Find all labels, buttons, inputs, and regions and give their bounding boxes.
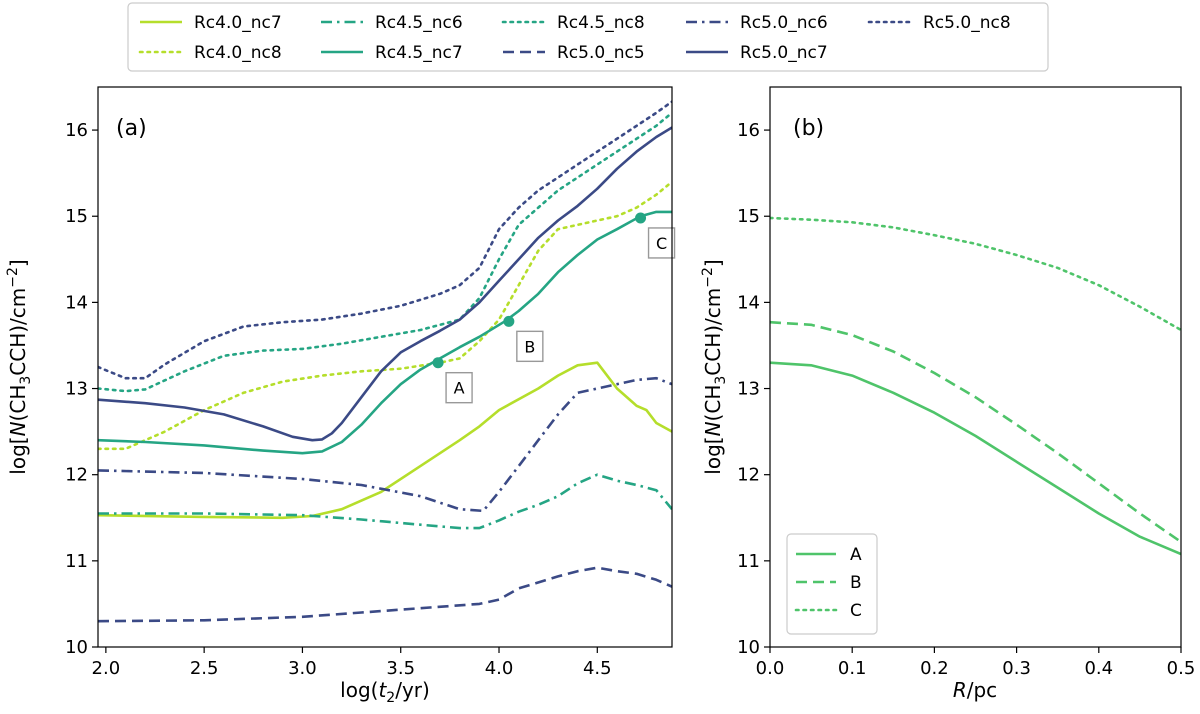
legend-label-rc5-0-nc8: Rc5.0_nc8 xyxy=(923,13,1011,33)
series-line-rc4-0-nc8 xyxy=(98,180,672,451)
point-label-c: C xyxy=(656,234,667,253)
legend-label-rc4-0-nc8: Rc4.0_nc8 xyxy=(194,43,282,63)
panel-b-ytick-label: 11 xyxy=(737,551,760,572)
series-line-rc5-0-nc6 xyxy=(98,376,672,513)
panel-a-xtick-label: 2.0 xyxy=(92,658,121,679)
panel-a: A B C 2.0 2.5 3.0 3.5 4.0 4.5 10 11 12 13 14 15 16 (a)… xyxy=(5,86,676,706)
panel-b-ytick-label: 13 xyxy=(737,379,760,400)
panel-a-ytick-label: 14 xyxy=(65,292,88,313)
panel-a-ytick-label: 13 xyxy=(65,379,88,400)
panel-a-label: (a) xyxy=(116,116,147,141)
series-line-rc5-0-nc7 xyxy=(98,126,672,442)
point-label-box-a xyxy=(445,371,473,404)
series-line-rc4-0-nc7 xyxy=(98,361,672,520)
point-marker-a xyxy=(432,357,444,369)
series-line-a xyxy=(770,361,1181,556)
legend-label-rc5-0-nc7: Rc5.0_nc7 xyxy=(740,43,828,63)
panel-b-xtick-label: 0.5 xyxy=(1167,658,1196,679)
legend-label-rc4-0-nc7: Rc4.0_nc7 xyxy=(194,13,282,33)
panel-a-ytick-label: 15 xyxy=(65,206,88,227)
series-line-b xyxy=(770,320,1181,543)
panel-b-legend-frame xyxy=(786,533,878,635)
legend-label-rc5-0-nc5: Rc5.0_nc5 xyxy=(557,43,645,63)
panel-a-ylabel: log[N(CH3CCH)/cm−2] xyxy=(5,259,34,474)
point-label-a: A xyxy=(454,379,465,398)
panel-b-xtick-label: 0.4 xyxy=(1084,658,1113,679)
panel-a-xlabel: log(t2/yr) xyxy=(340,678,430,706)
panel-b-frame xyxy=(769,86,1182,648)
panel-b-ytick-label: 14 xyxy=(737,292,760,313)
panel-b-ylabel: log[N(CH3CCH)/cm−2] xyxy=(700,259,729,474)
point-marker-b xyxy=(503,315,515,327)
panel-b-legend: ABC xyxy=(786,533,878,635)
top-legend-frame xyxy=(127,2,1049,72)
panel-b-legend-label-b: B xyxy=(850,573,862,593)
point-label-box-c xyxy=(647,227,676,259)
legend-label-rc4-5-nc8: Rc4.5_nc8 xyxy=(557,13,645,33)
panel-b-xtick-label: 0.2 xyxy=(920,658,949,679)
panel-b-label: (b) xyxy=(793,116,824,141)
panel-a-xtick-label: 3.5 xyxy=(386,658,415,679)
panel-b-ytick-label: 12 xyxy=(737,465,760,486)
panel-b-legend-label-c: C xyxy=(850,601,862,621)
legend-label-rc4-5-nc6: Rc4.5_nc6 xyxy=(375,13,463,33)
series-line-rc5-0-nc8 xyxy=(98,100,672,380)
panel-a-xtick-label: 4.5 xyxy=(583,658,612,679)
panel-a-ytick-label: 12 xyxy=(65,465,88,486)
panel-b-xtick-label: 0.1 xyxy=(838,658,867,679)
panel-a-xtick-label: 4.0 xyxy=(485,658,514,679)
point-marker-c xyxy=(635,212,647,224)
legend-label-rc4-5-nc7: Rc4.5_nc7 xyxy=(375,43,463,63)
top-legend: Rc4.0_nc7 Rc4.0_nc8 Rc4.5_nc6 Rc4.5_nc7 Rc4.… xyxy=(127,2,1049,72)
series-line-c xyxy=(770,216,1181,332)
panel-b-xtick-label: 0.0 xyxy=(756,658,785,679)
panel-b-xlabel: R/pc xyxy=(953,678,997,702)
series-line-rc4-5-nc8 xyxy=(98,111,672,393)
panel-a-ytick-label: 10 xyxy=(65,637,88,658)
point-label-box-b xyxy=(516,330,544,363)
panel-a-xtick-label: 3.0 xyxy=(288,658,317,679)
panel-a-ytick-label: 16 xyxy=(65,120,88,141)
point-label-b: B xyxy=(524,337,535,356)
series-line-rc5-0-nc5 xyxy=(98,566,672,623)
panel-a-frame xyxy=(97,86,673,648)
panel-b-xtick-label: 0.3 xyxy=(1002,658,1031,679)
panel-b: 0.0 0.1 0.2 0.3 0.4 0.5 10 11 12 13 14 15 16 (b) R/p… xyxy=(700,86,1196,702)
panel-b-ytick-label: 10 xyxy=(737,637,760,658)
panel-b-ytick-label: 16 xyxy=(737,120,760,141)
panel-b-ytick-label: 15 xyxy=(737,206,760,227)
panel-b-legend-label-a: A xyxy=(850,545,862,565)
legend-label-rc5-0-nc6: Rc5.0_nc6 xyxy=(740,13,828,33)
panel-a-xtick-label: 2.5 xyxy=(190,658,219,679)
series-line-rc4-5-nc7 xyxy=(98,210,672,455)
series-line-rc4-5-nc6 xyxy=(98,473,672,530)
panel-a-ytick-label: 11 xyxy=(65,551,88,572)
